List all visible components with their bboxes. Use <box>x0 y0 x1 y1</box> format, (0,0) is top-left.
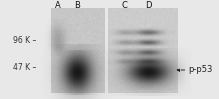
Text: 96 K –: 96 K – <box>13 36 37 45</box>
Text: 47 K –: 47 K – <box>13 63 37 72</box>
Text: A: A <box>55 1 60 10</box>
Text: C: C <box>122 1 127 10</box>
Text: B: B <box>74 1 80 10</box>
Text: p-p53: p-p53 <box>189 66 213 75</box>
Text: D: D <box>145 1 152 10</box>
